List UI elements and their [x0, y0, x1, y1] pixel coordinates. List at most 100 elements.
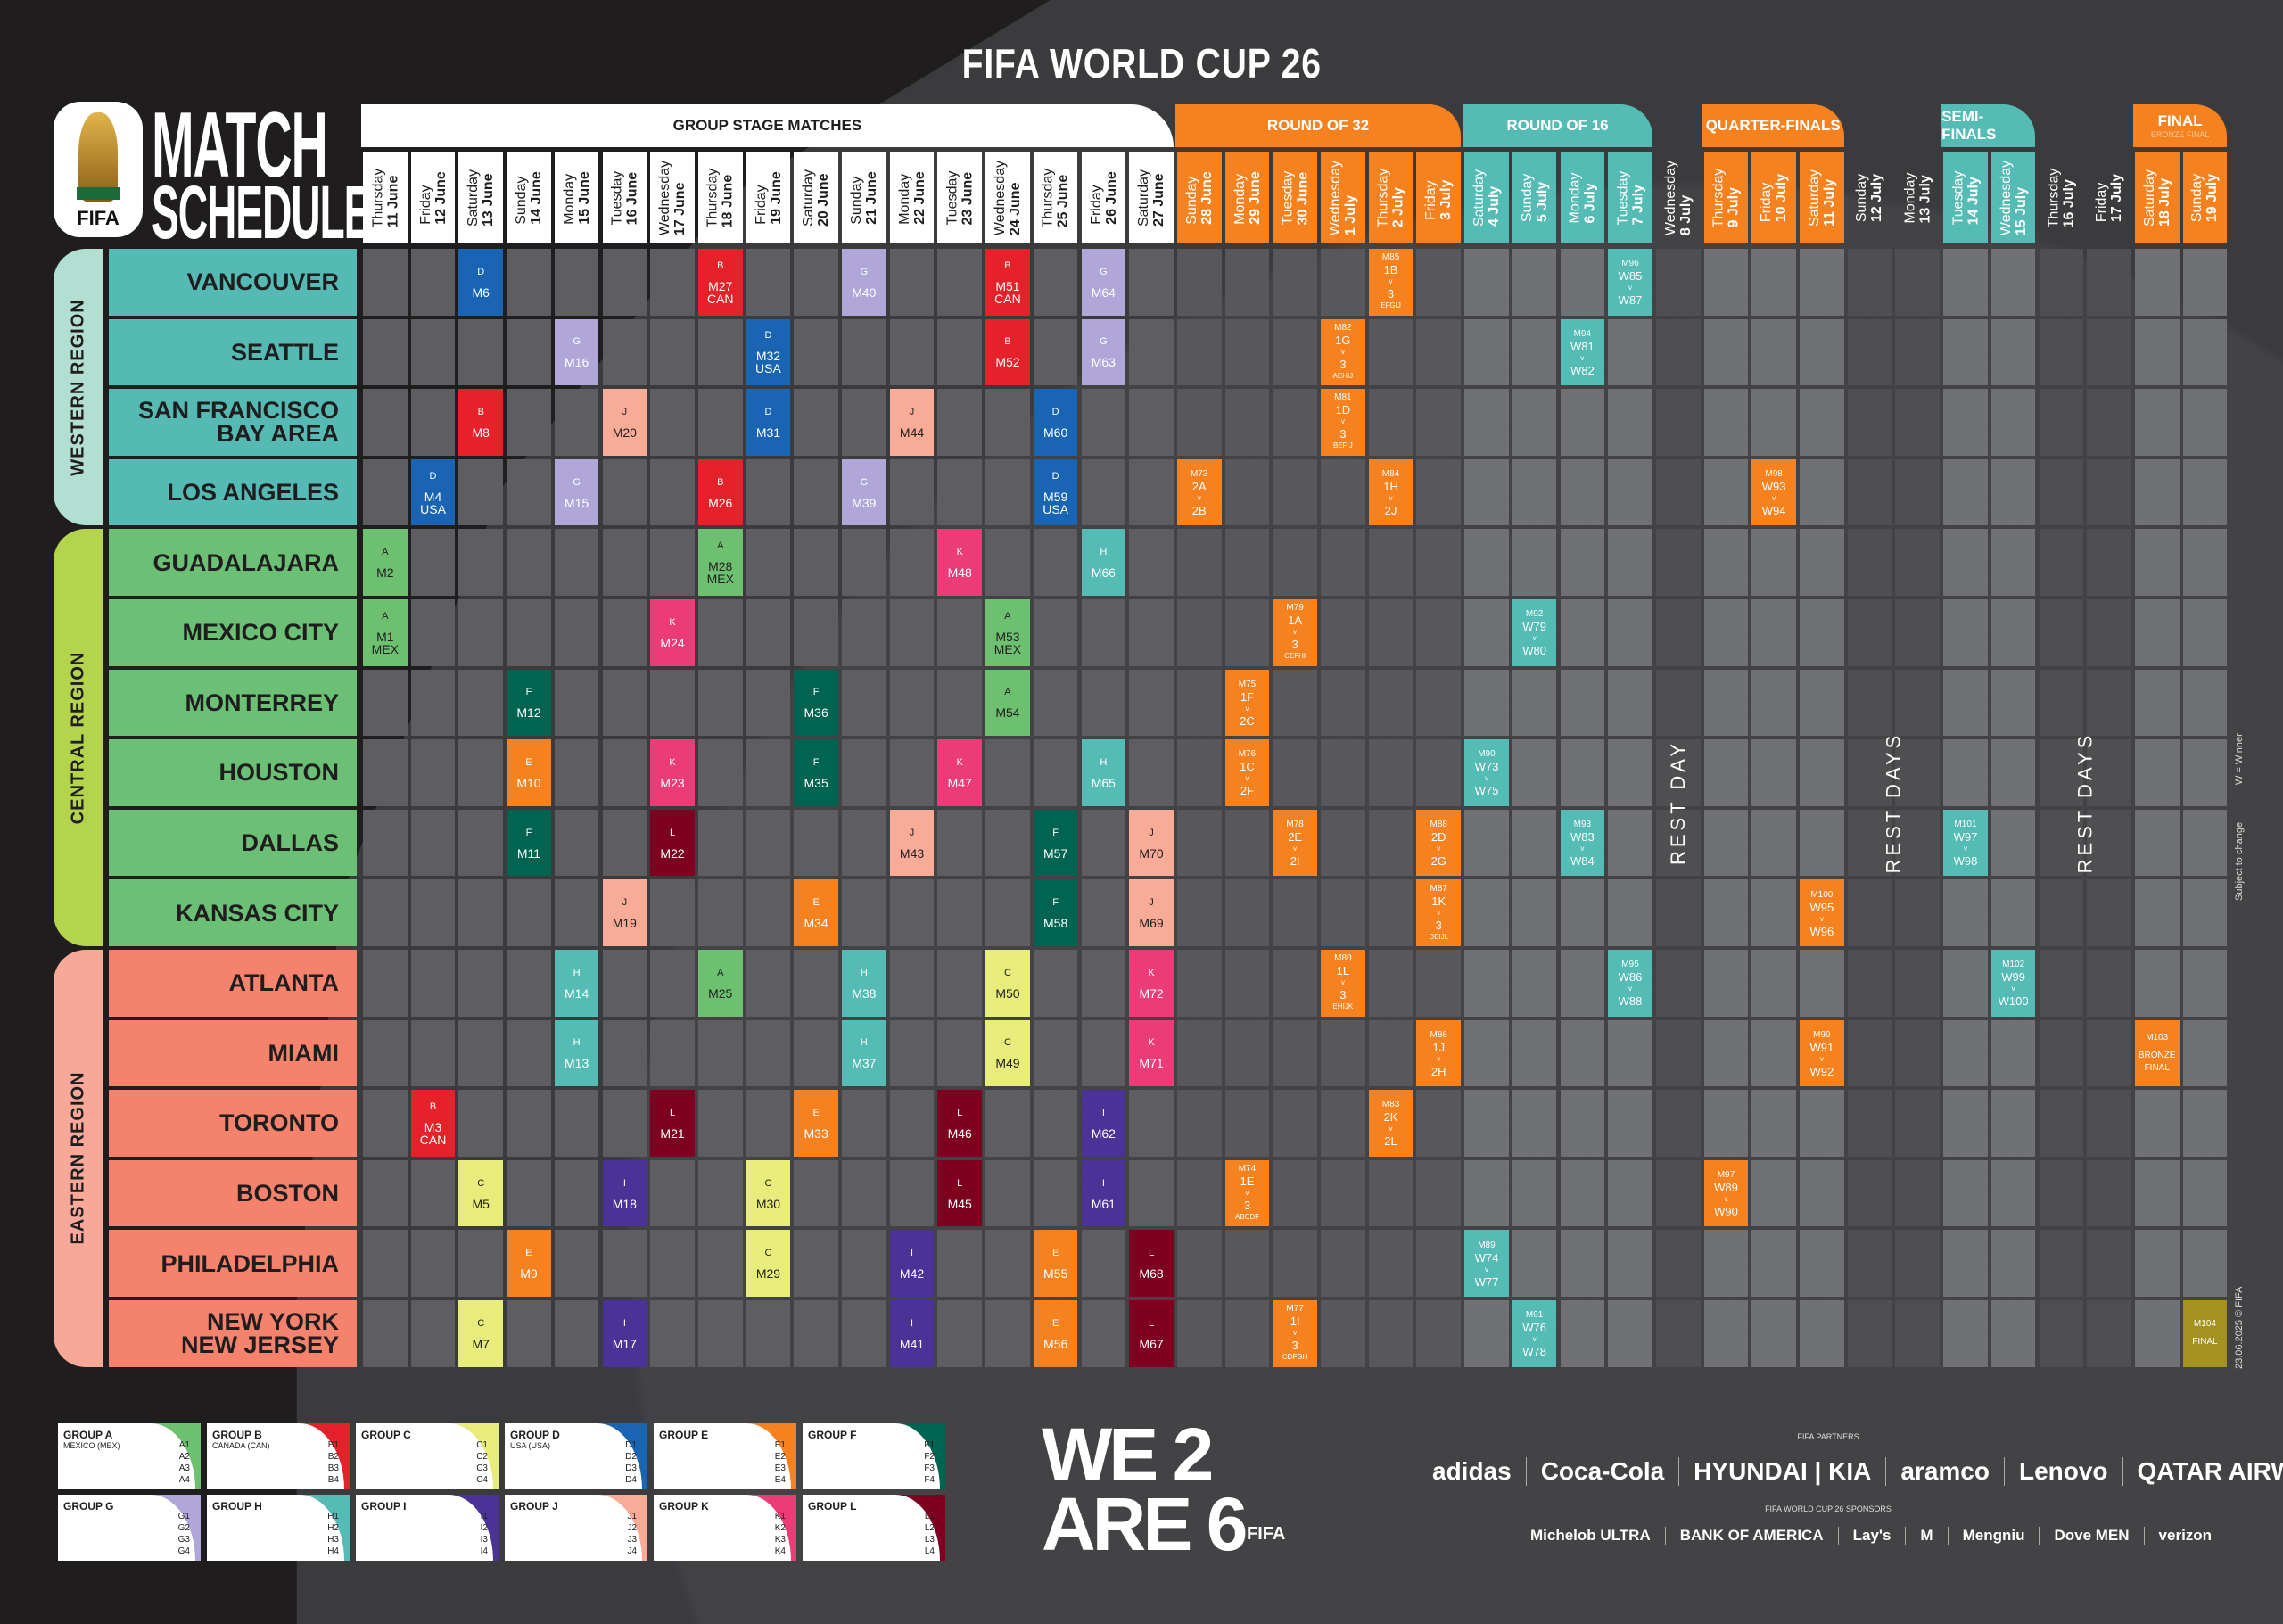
match-cell-m44[interactable]: J M44	[889, 389, 935, 456]
match-cell-m22[interactable]: L M22	[650, 809, 695, 877]
match-cell-m52[interactable]: B M52	[985, 318, 1030, 386]
match-cell-m69[interactable]: J M69	[1129, 879, 1174, 946]
match-cell-m82[interactable]: M82 1G v 3 AEHIJ	[1321, 318, 1365, 386]
match-cell-m78[interactable]: M78 2E v 2I	[1273, 809, 1317, 877]
match-cell-m81[interactable]: M81 1D v 3 BEFIJ	[1321, 389, 1365, 456]
match-cell-m43[interactable]: J M43	[889, 809, 935, 877]
match-cell-m35[interactable]: F M35	[794, 739, 838, 806]
match-cell-m21[interactable]: L M21	[650, 1090, 695, 1157]
match-cell-m19[interactable]: J M19	[602, 879, 647, 946]
match-cell-m50[interactable]: C M50	[985, 950, 1030, 1017]
match-cell-m89[interactable]: M89 W74 v W77	[1464, 1230, 1509, 1297]
match-cell-m10[interactable]: E M10	[507, 739, 551, 806]
match-cell-m9[interactable]: E M9	[507, 1230, 551, 1297]
match-cell-m83[interactable]: M83 2K v 2L	[1368, 1090, 1413, 1157]
match-cell-m3[interactable]: B M3 CAN	[410, 1090, 456, 1157]
match-cell-m18[interactable]: I M18	[602, 1159, 647, 1227]
match-cell-m66[interactable]: H M66	[1081, 529, 1126, 596]
match-cell-m96[interactable]: M96 W85 v W87	[1608, 249, 1652, 316]
match-cell-m91[interactable]: M91 W76 v W78	[1512, 1300, 1557, 1367]
match-cell-m76[interactable]: M76 1C v 2F	[1224, 739, 1270, 806]
match-cell-m103[interactable]: M103 BRONZE FINAL	[2134, 1019, 2180, 1087]
match-cell-m80[interactable]: M80 1L v 3 EHIJK	[1321, 950, 1365, 1017]
match-cell-m32[interactable]: D M32 USA	[746, 318, 791, 386]
match-cell-m29[interactable]: C M29	[746, 1230, 791, 1297]
match-cell-m59[interactable]: D M59 USA	[1033, 458, 1078, 526]
match-cell-m12[interactable]: F M12	[507, 669, 551, 737]
match-cell-m92[interactable]: M92 W79 v W80	[1512, 599, 1557, 666]
match-cell-m46[interactable]: L M46	[937, 1090, 983, 1157]
match-cell-m65[interactable]: H M65	[1081, 739, 1126, 806]
match-cell-m34[interactable]: E M34	[794, 879, 838, 946]
match-cell-m63[interactable]: G M63	[1081, 318, 1126, 386]
match-cell-m98[interactable]: M98 W93 v W94	[1751, 458, 1796, 526]
match-cell-m45[interactable]: L M45	[937, 1159, 983, 1227]
match-cell-m47[interactable]: K M47	[937, 739, 983, 806]
match-cell-m38[interactable]: H M38	[842, 950, 886, 1017]
match-cell-m74[interactable]: M74 1E v 3 ABCDF	[1224, 1159, 1270, 1227]
match-cell-m39[interactable]: G M39	[842, 458, 886, 526]
match-cell-m93[interactable]: M93 W83 v W84	[1560, 809, 1605, 877]
match-cell-m13[interactable]: H M13	[554, 1019, 599, 1087]
match-cell-m77[interactable]: M77 1I v 3 CDFGH	[1273, 1300, 1317, 1367]
match-cell-m24[interactable]: K M24	[650, 599, 695, 666]
match-cell-m57[interactable]: F M57	[1033, 809, 1078, 877]
match-cell-m48[interactable]: K M48	[937, 529, 983, 596]
match-cell-m17[interactable]: I M17	[602, 1300, 647, 1367]
match-cell-m37[interactable]: H M37	[842, 1019, 886, 1087]
match-cell-m23[interactable]: K M23	[650, 739, 695, 806]
match-cell-m104[interactable]: M104 FINAL	[2182, 1300, 2228, 1367]
match-cell-m2[interactable]: A M2	[363, 529, 408, 596]
match-cell-m100[interactable]: M100 W95 v W96	[1800, 879, 1844, 946]
match-cell-m94[interactable]: M94 W81 v W82	[1560, 318, 1605, 386]
match-cell-m87[interactable]: M87 1K v 3 DEIJL	[1416, 879, 1462, 946]
match-cell-m53[interactable]: A M53 MEX	[985, 599, 1030, 666]
match-cell-m60[interactable]: D M60	[1033, 389, 1078, 456]
match-cell-m85[interactable]: M85 1B v 3 EFGIJ	[1368, 249, 1413, 316]
match-cell-m42[interactable]: I M42	[889, 1230, 935, 1297]
match-cell-m26[interactable]: B M26	[697, 458, 743, 526]
match-cell-m102[interactable]: M102 W99 v W100	[1990, 950, 2036, 1017]
match-cell-m101[interactable]: M101 W97 v W98	[1943, 809, 1988, 877]
match-cell-m27[interactable]: B M27 CAN	[697, 249, 743, 316]
match-cell-m68[interactable]: L M68	[1129, 1230, 1174, 1297]
match-cell-m15[interactable]: G M15	[554, 458, 599, 526]
match-cell-m6[interactable]: D M6	[458, 249, 504, 316]
match-cell-m8[interactable]: B M8	[458, 389, 504, 456]
match-cell-m28[interactable]: A M28 MEX	[697, 529, 743, 596]
match-cell-m4[interactable]: D M4 USA	[410, 458, 456, 526]
match-cell-m62[interactable]: I M62	[1081, 1090, 1126, 1157]
match-cell-m30[interactable]: C M30	[746, 1159, 791, 1227]
match-cell-m99[interactable]: M99 W91 v W92	[1800, 1019, 1844, 1087]
match-cell-m54[interactable]: A M54	[985, 669, 1030, 737]
match-cell-m40[interactable]: G M40	[842, 249, 886, 316]
match-cell-m86[interactable]: M86 1J v 2H	[1416, 1019, 1462, 1087]
match-cell-m97[interactable]: M97 W89 v W90	[1703, 1159, 1749, 1227]
match-cell-m51[interactable]: B M51 CAN	[985, 249, 1030, 316]
match-cell-m49[interactable]: C M49	[985, 1019, 1030, 1087]
match-cell-m58[interactable]: F M58	[1033, 879, 1078, 946]
match-cell-m33[interactable]: E M33	[794, 1090, 838, 1157]
match-cell-m5[interactable]: C M5	[458, 1159, 504, 1227]
match-cell-m64[interactable]: G M64	[1081, 249, 1126, 316]
match-cell-m70[interactable]: J M70	[1129, 809, 1174, 877]
match-cell-m75[interactable]: M75 1F v 2C	[1224, 669, 1270, 737]
match-cell-m61[interactable]: I M61	[1081, 1159, 1126, 1227]
match-cell-m90[interactable]: M90 W73 v W75	[1464, 739, 1509, 806]
match-cell-m71[interactable]: K M71	[1129, 1019, 1174, 1087]
match-cell-m11[interactable]: F M11	[507, 809, 551, 877]
match-cell-m56[interactable]: E M56	[1033, 1300, 1078, 1367]
match-cell-m84[interactable]: M84 1H v 2J	[1368, 458, 1413, 526]
match-cell-m1[interactable]: A M1 MEX	[363, 599, 408, 666]
match-cell-m95[interactable]: M95 W86 v W88	[1608, 950, 1652, 1017]
match-cell-m16[interactable]: G M16	[554, 318, 599, 386]
match-cell-m67[interactable]: L M67	[1129, 1300, 1174, 1367]
match-cell-m41[interactable]: I M41	[889, 1300, 935, 1367]
match-cell-m88[interactable]: M88 2D v 2G	[1416, 809, 1462, 877]
match-cell-m72[interactable]: K M72	[1129, 950, 1174, 1017]
match-cell-m25[interactable]: A M25	[697, 950, 743, 1017]
match-cell-m14[interactable]: H M14	[554, 950, 599, 1017]
match-cell-m36[interactable]: F M36	[794, 669, 838, 737]
match-cell-m55[interactable]: E M55	[1033, 1230, 1078, 1297]
match-cell-m79[interactable]: M79 1A v 3 CEFHI	[1273, 599, 1317, 666]
